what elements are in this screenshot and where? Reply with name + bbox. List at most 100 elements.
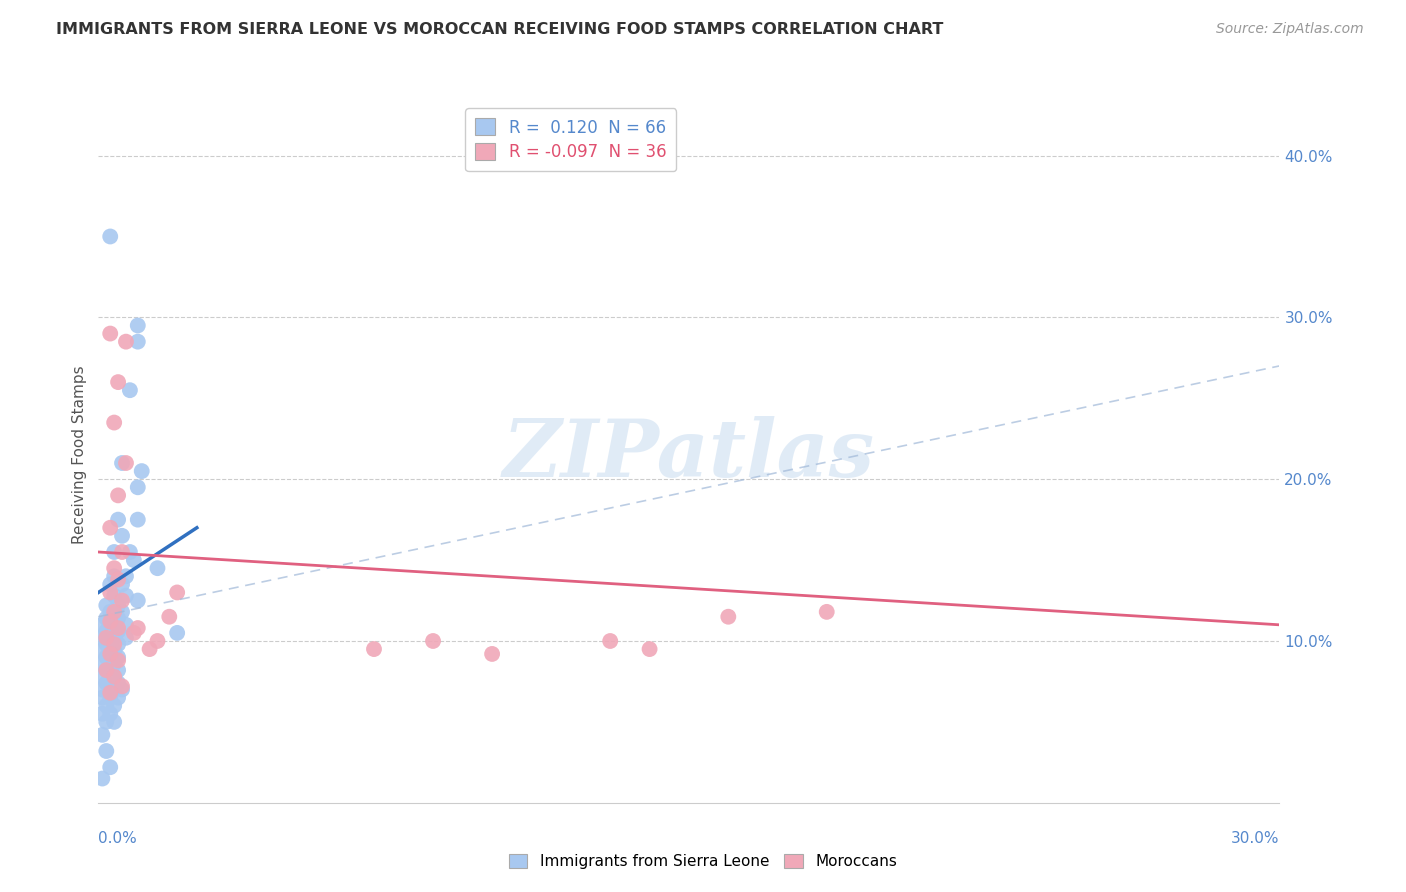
Point	[146, 561, 169, 575]
Point	[103, 545, 125, 559]
Point	[98, 682, 121, 697]
Point	[96, 663, 118, 677]
Point	[122, 626, 145, 640]
Point	[115, 569, 138, 583]
Point	[91, 631, 114, 645]
Point	[91, 657, 114, 671]
Point	[98, 706, 121, 721]
Point	[717, 609, 740, 624]
Point	[98, 326, 121, 341]
Point	[127, 334, 149, 349]
Point	[111, 456, 134, 470]
Point	[91, 706, 114, 721]
Point	[107, 611, 129, 625]
Point	[96, 631, 118, 645]
Point	[96, 676, 118, 690]
Point	[107, 488, 129, 502]
Point	[363, 642, 385, 657]
Point	[127, 621, 149, 635]
Point	[118, 545, 141, 559]
Point	[91, 617, 114, 632]
Point	[98, 647, 121, 661]
Point	[103, 569, 125, 583]
Point	[96, 744, 118, 758]
Point	[107, 663, 129, 677]
Point	[96, 611, 118, 625]
Point	[111, 682, 134, 697]
Point	[103, 416, 125, 430]
Point	[111, 605, 134, 619]
Point	[103, 617, 125, 632]
Text: 30.0%: 30.0%	[1232, 830, 1279, 846]
Point	[107, 599, 129, 613]
Point	[157, 609, 180, 624]
Point	[98, 585, 121, 599]
Point	[107, 513, 129, 527]
Point	[107, 653, 129, 667]
Point	[98, 690, 121, 705]
Point	[96, 650, 118, 665]
Point	[118, 383, 141, 397]
Point	[127, 480, 149, 494]
Point	[115, 334, 138, 349]
Point	[107, 650, 129, 665]
Point	[115, 589, 138, 603]
Point	[98, 686, 121, 700]
Text: 0.0%: 0.0%	[98, 830, 138, 846]
Point	[166, 585, 188, 599]
Point	[131, 464, 153, 478]
Y-axis label: Receiving Food Stamps: Receiving Food Stamps	[72, 366, 87, 544]
Point	[599, 634, 621, 648]
Point	[122, 553, 145, 567]
Point	[98, 760, 121, 774]
Point	[115, 456, 138, 470]
Point	[146, 634, 169, 648]
Point	[103, 698, 125, 713]
Point	[91, 690, 114, 705]
Point	[107, 676, 129, 690]
Point	[111, 577, 134, 591]
Point	[98, 521, 121, 535]
Point	[107, 621, 129, 635]
Point	[103, 631, 125, 645]
Point	[96, 624, 118, 639]
Point	[96, 637, 118, 651]
Point	[815, 605, 838, 619]
Point	[127, 513, 149, 527]
Point	[91, 772, 114, 786]
Point	[127, 593, 149, 607]
Point	[111, 529, 134, 543]
Point	[138, 642, 160, 657]
Point	[115, 631, 138, 645]
Point	[111, 679, 134, 693]
Point	[111, 593, 134, 607]
Point	[96, 714, 118, 729]
Text: ZIPatlas: ZIPatlas	[503, 417, 875, 493]
Point	[422, 634, 444, 648]
Text: IMMIGRANTS FROM SIERRA LEONE VS MOROCCAN RECEIVING FOOD STAMPS CORRELATION CHART: IMMIGRANTS FROM SIERRA LEONE VS MOROCCAN…	[56, 22, 943, 37]
Point	[166, 626, 188, 640]
Point	[98, 615, 121, 629]
Point	[96, 698, 118, 713]
Point	[103, 589, 125, 603]
Point	[103, 670, 125, 684]
Point	[107, 624, 129, 639]
Point	[96, 663, 118, 677]
Point	[98, 605, 121, 619]
Point	[638, 642, 661, 657]
Point	[103, 561, 125, 575]
Point	[103, 657, 125, 671]
Point	[115, 617, 138, 632]
Point	[96, 599, 118, 613]
Point	[127, 318, 149, 333]
Point	[91, 682, 114, 697]
Point	[103, 637, 125, 651]
Point	[91, 670, 114, 684]
Point	[98, 577, 121, 591]
Point	[481, 647, 503, 661]
Point	[103, 714, 125, 729]
Point	[98, 229, 121, 244]
Point	[107, 573, 129, 587]
Point	[103, 605, 125, 619]
Point	[91, 728, 114, 742]
